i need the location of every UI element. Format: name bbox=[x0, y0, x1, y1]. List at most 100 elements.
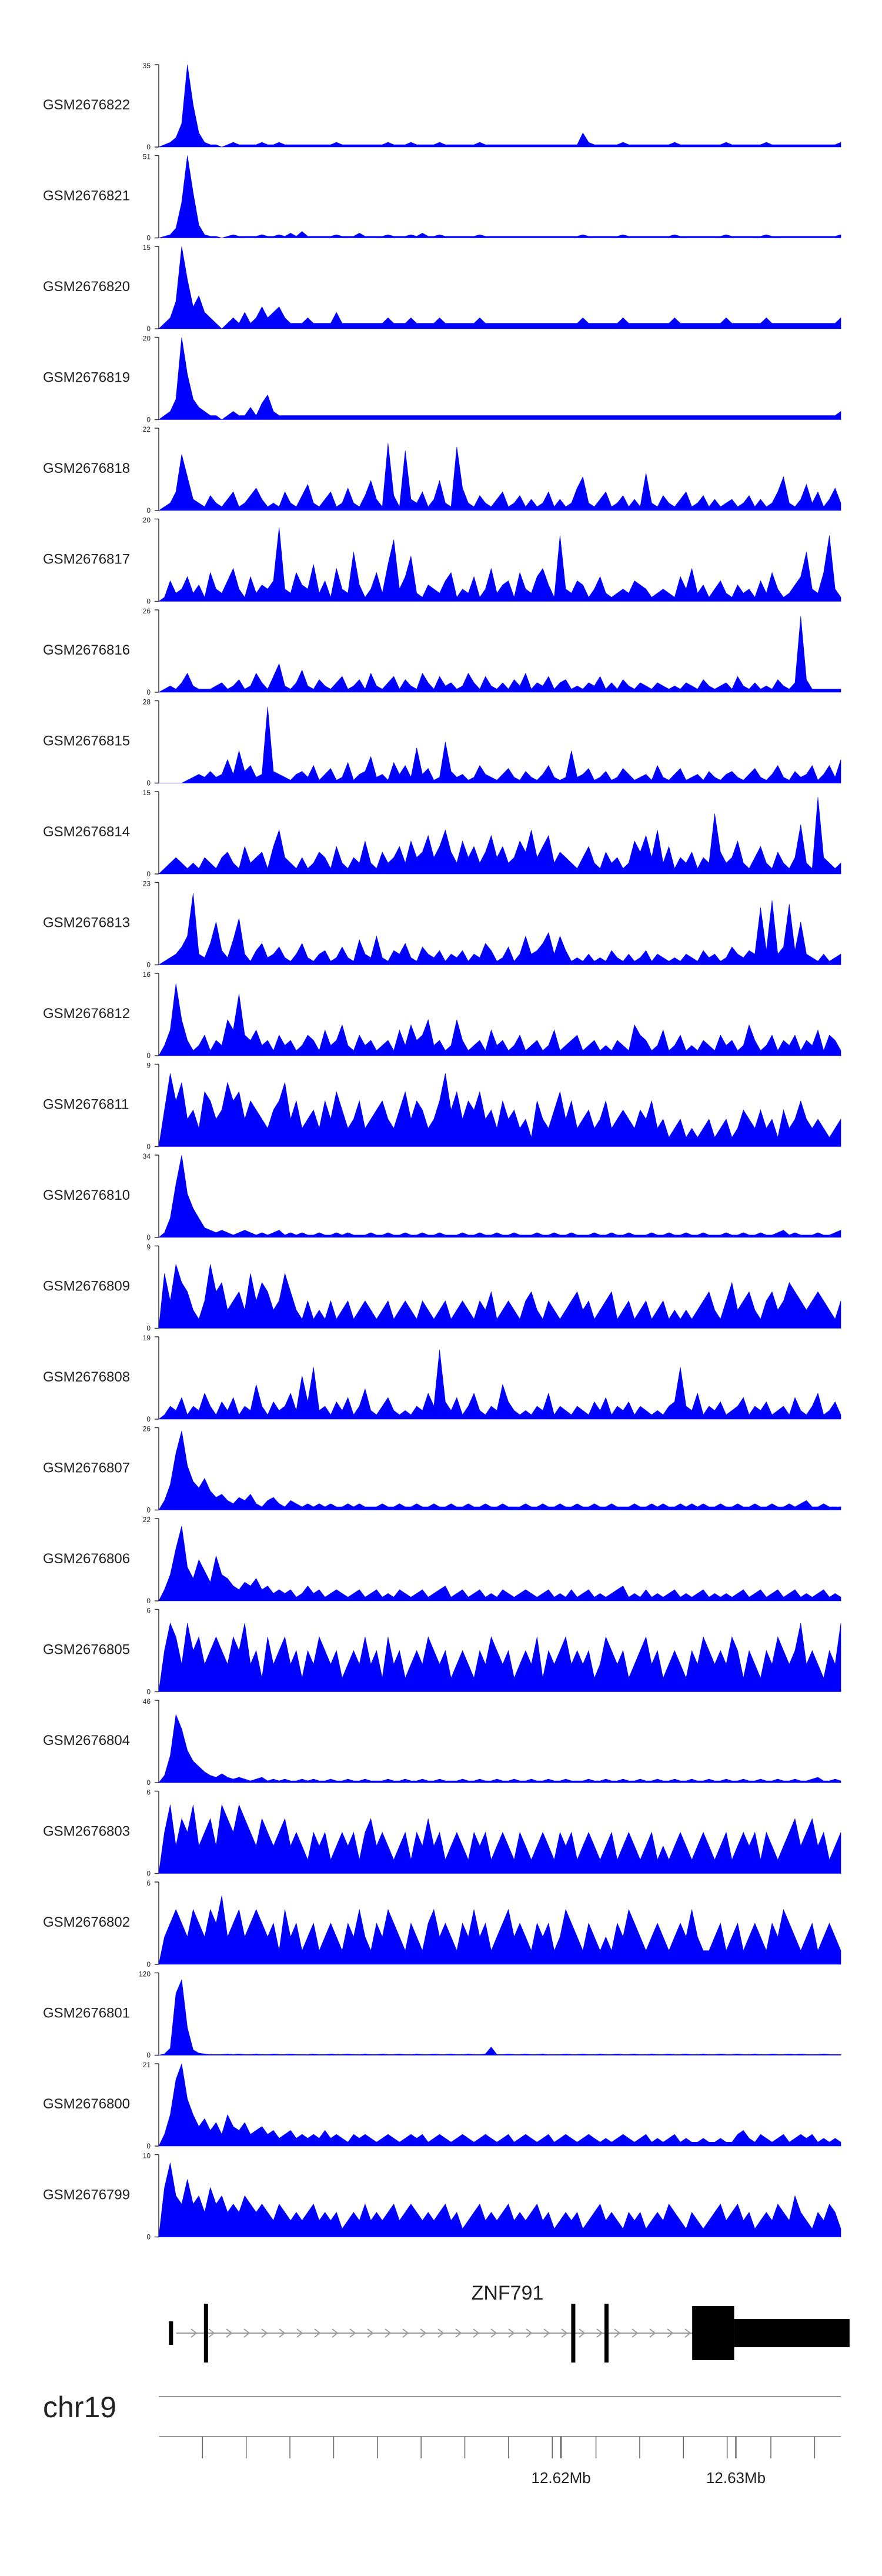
track-ymax-label: 120 bbox=[139, 1970, 151, 1978]
strand-arrow bbox=[279, 2328, 286, 2338]
track-ymin-label: 0 bbox=[146, 506, 151, 515]
strand-arrow bbox=[667, 2328, 674, 2338]
strand-arrow bbox=[579, 2328, 586, 2338]
coverage-area bbox=[158, 1350, 841, 1420]
gene-exon bbox=[734, 2319, 850, 2347]
track-ymin-label: 0 bbox=[146, 2142, 151, 2150]
gene-exon bbox=[604, 2304, 609, 2363]
gene-annotation-track: ZNF791 bbox=[169, 2282, 850, 2363]
strand-arrow bbox=[455, 2328, 462, 2338]
coverage-area bbox=[158, 64, 841, 148]
track-sample-label: GSM2676819 bbox=[43, 370, 130, 386]
coverage-area bbox=[158, 1896, 841, 1965]
track-ymax-label: 6 bbox=[146, 1607, 151, 1615]
coverage-area bbox=[158, 246, 841, 329]
strand-arrow bbox=[437, 2328, 445, 2338]
track-ymax-label: 15 bbox=[143, 789, 151, 797]
gene-exon bbox=[571, 2304, 576, 2363]
track-ymin-label: 0 bbox=[146, 1506, 151, 1514]
track-ymin-label: 0 bbox=[146, 325, 151, 333]
track-ymax-label: 22 bbox=[143, 1516, 151, 1524]
strand-arrow bbox=[490, 2328, 497, 2338]
strand-arrow bbox=[543, 2328, 550, 2338]
track-ymax-label: 9 bbox=[146, 1062, 151, 1070]
track-ymax-label: 20 bbox=[143, 516, 151, 525]
track: GSM2676821 51 0 bbox=[43, 153, 841, 242]
coverage-area bbox=[158, 2063, 841, 2147]
strand-arrow bbox=[526, 2328, 533, 2338]
track-ymin-label: 0 bbox=[146, 1778, 151, 1787]
track-sample-label: GSM2676820 bbox=[43, 279, 130, 295]
track: GSM2676800 21 0 bbox=[43, 2061, 841, 2150]
track: GSM2676822 35 0 bbox=[43, 62, 841, 151]
track: GSM2676815 28 0 bbox=[43, 698, 841, 788]
gene-name-label: ZNF791 bbox=[472, 2282, 544, 2304]
track-ymax-label: 21 bbox=[143, 2061, 151, 2069]
track-ymin-label: 0 bbox=[146, 1052, 151, 1060]
strand-arrow bbox=[332, 2328, 339, 2338]
strand-arrow bbox=[314, 2328, 321, 2338]
strand-arrow bbox=[191, 2328, 198, 2338]
coverage-area bbox=[159, 706, 841, 783]
track-ymin-label: 0 bbox=[146, 1415, 151, 1423]
track-sample-label: GSM2676816 bbox=[43, 642, 130, 658]
track-ymax-label: 34 bbox=[143, 1152, 151, 1160]
track-ymin-label: 0 bbox=[146, 1688, 151, 1696]
strand-arrow bbox=[243, 2328, 250, 2338]
strand-arrow bbox=[296, 2328, 303, 2338]
track-sample-label: GSM2676799 bbox=[43, 2187, 130, 2203]
track-sample-label: GSM2676804 bbox=[43, 1733, 130, 1749]
track-ymin-label: 0 bbox=[146, 598, 151, 606]
track: GSM2676806 22 0 bbox=[43, 1516, 841, 1605]
track: GSM2676801 120 0 bbox=[43, 1970, 841, 2060]
track-ymax-label: 23 bbox=[143, 880, 151, 888]
strand-arrow bbox=[684, 2328, 691, 2338]
track-ymax-label: 9 bbox=[146, 1243, 151, 1252]
strand-arrow bbox=[208, 2328, 215, 2338]
track-sample-label: GSM2676805 bbox=[43, 1642, 130, 1658]
track: GSM2676803 6 0 bbox=[43, 1788, 841, 1878]
track-ymax-label: 26 bbox=[143, 1425, 151, 1433]
track: GSM2676819 20 0 bbox=[43, 335, 841, 424]
strand-arrow bbox=[508, 2328, 515, 2338]
track-sample-label: GSM2676818 bbox=[43, 461, 130, 476]
strand-arrow bbox=[614, 2328, 621, 2338]
track-ymin-label: 0 bbox=[146, 1960, 151, 1968]
track-sample-label: GSM2676803 bbox=[43, 1824, 130, 1840]
track: GSM2676818 22 0 bbox=[43, 425, 841, 515]
track-ymax-label: 16 bbox=[143, 970, 151, 979]
strand-arrow bbox=[473, 2328, 480, 2338]
track: GSM2676809 9 0 bbox=[43, 1243, 841, 1333]
coverage-area bbox=[158, 1154, 841, 1238]
coverage-area bbox=[158, 2163, 841, 2237]
track-ymax-label: 35 bbox=[143, 62, 151, 70]
coverage-tracks: GSM2676822350GSM2676821510GSM2676820150G… bbox=[43, 62, 841, 2241]
track-ymin-label: 0 bbox=[146, 234, 151, 242]
coverage-area bbox=[158, 1622, 841, 1692]
track: GSM2676811 9 0 bbox=[43, 1062, 841, 1151]
coverage-area bbox=[158, 155, 841, 238]
track-ymin-label: 0 bbox=[146, 961, 151, 969]
track-sample-label: GSM2676808 bbox=[43, 1369, 130, 1385]
track: GSM2676808 19 0 bbox=[43, 1334, 841, 1423]
genome-axis: chr19 12.62Mb 12.63Mb bbox=[43, 2391, 841, 2487]
track-ymin-label: 0 bbox=[146, 1324, 151, 1333]
track: GSM2676807 26 0 bbox=[43, 1425, 841, 1514]
track-ymin-label: 0 bbox=[146, 1597, 151, 1605]
track: GSM2676810 34 0 bbox=[43, 1152, 841, 1242]
track-sample-label: GSM2676815 bbox=[43, 733, 130, 749]
strand-arrow bbox=[596, 2328, 603, 2338]
track-sample-label: GSM2676821 bbox=[43, 188, 130, 204]
track: GSM2676816 26 0 bbox=[43, 607, 841, 696]
track-ymin-label: 0 bbox=[146, 779, 151, 788]
track: GSM2676812 16 0 bbox=[43, 970, 841, 1060]
track: GSM2676802 6 0 bbox=[43, 1879, 841, 1968]
coverage-area bbox=[158, 1804, 841, 1874]
track: GSM2676813 23 0 bbox=[43, 880, 841, 969]
coverage-area bbox=[158, 797, 841, 875]
strand-arrow bbox=[561, 2328, 568, 2338]
track-ymax-label: 28 bbox=[143, 698, 151, 706]
coverage-area bbox=[158, 1714, 841, 1783]
track-sample-label: GSM2676807 bbox=[43, 1460, 130, 1476]
